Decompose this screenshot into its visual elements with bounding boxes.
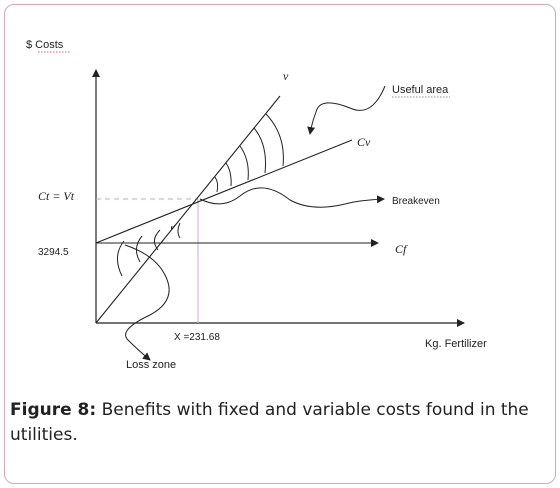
loss-zone-hatching	[117, 222, 181, 277]
y-axis-label: $ Costs	[26, 39, 64, 51]
breakeven-x-label: X =231.68	[174, 332, 220, 343]
fixed-cost-value: 3294.5	[38, 247, 69, 258]
equality-label: Ct = Vt	[38, 189, 75, 203]
useful-area-pointer	[307, 85, 386, 135]
breakeven-label: Breakeven	[392, 196, 440, 207]
loss-zone-label: Loss zone	[126, 359, 176, 371]
line-v-label: v	[283, 69, 289, 83]
line-cf-label: Cf	[395, 242, 408, 256]
useful-area-label: Useful area	[392, 84, 449, 96]
line-cv	[95, 139, 353, 244]
loss-zone-pointer	[124, 244, 170, 361]
x-axis-label: Kg. Fertilizer	[425, 338, 487, 350]
useful-area-hatching	[214, 113, 284, 193]
line-v	[95, 95, 281, 324]
breakeven-diagram: $ Costs Kg. Fertilizer v Cv Cf Ct = Vt 3…	[26, 39, 487, 371]
breakeven-pointer	[199, 187, 385, 208]
caption-prefix: Figure 8:	[10, 400, 97, 420]
line-cv-label: Cv	[357, 135, 371, 149]
caption-text: Benefits with fixed and variable costs f…	[10, 400, 529, 445]
figure-caption: Figure 8: Benefits with fixed and variab…	[10, 398, 545, 448]
